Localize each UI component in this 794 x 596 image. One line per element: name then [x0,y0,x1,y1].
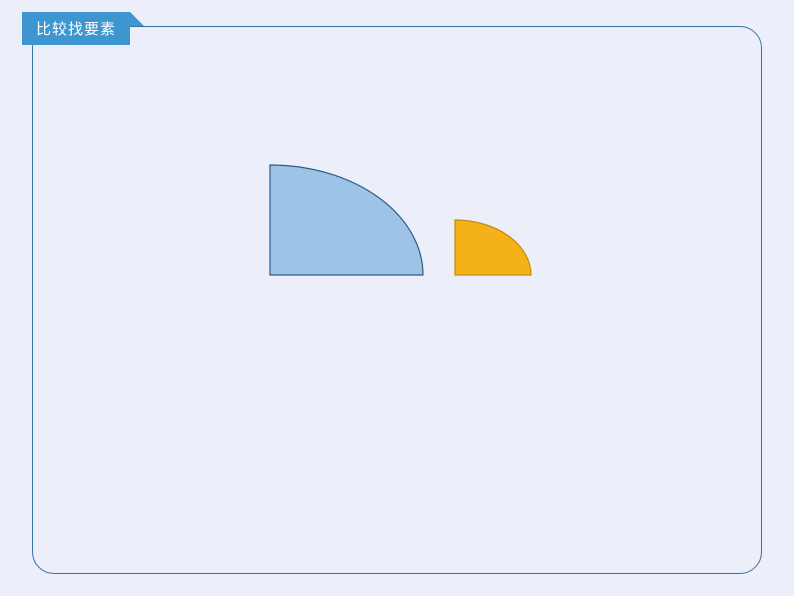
large-quarter-shape [268,163,426,278]
small-quarter-path [455,220,531,275]
small-quarter-shape [453,218,534,278]
large-quarter-path [270,165,423,275]
shapes-container [0,0,794,596]
